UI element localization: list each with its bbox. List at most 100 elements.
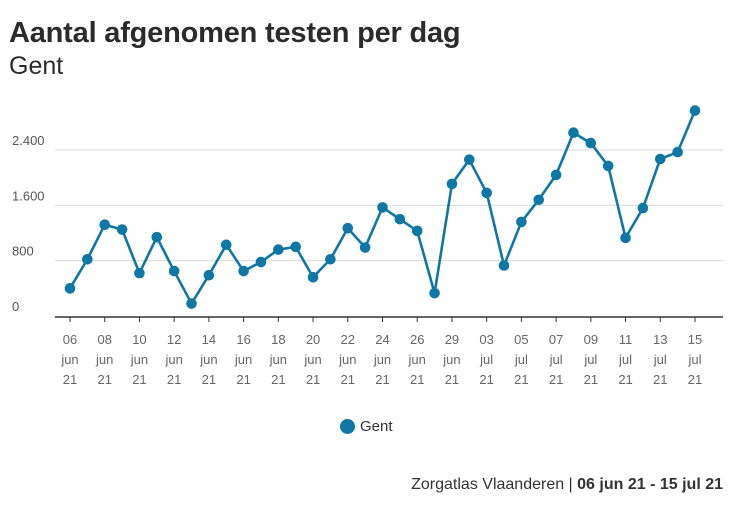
data-point[interactable] [654,153,666,165]
data-point[interactable] [116,224,128,235]
footer-source: Zorgatlas Vlaanderen [411,476,565,493]
x-tick-label: 21 [167,372,181,387]
data-point[interactable] [273,244,284,255]
x-tick-label: jun [199,352,217,367]
footer-period: 06 jun 21 - 15 jul 21 [577,476,723,493]
x-tick-label: jun [269,352,287,367]
data-point[interactable] [325,253,336,265]
x-tick-label: 21 [271,372,285,387]
data-point[interactable] [550,169,562,181]
data-point[interactable] [568,127,579,139]
x-tick-label: 09 [584,332,598,347]
data-point[interactable] [99,219,111,230]
data-point[interactable] [637,202,649,214]
x-tick-label: jun [338,352,356,367]
data-point[interactable] [498,260,510,271]
data-point[interactable] [516,216,527,228]
x-tick-label: 21 [549,372,563,387]
y-tick-label: 0 [12,299,19,314]
data-point[interactable] [394,213,406,225]
x-tick-label: jun [303,352,321,367]
data-point[interactable] [689,105,701,116]
x-tick-label: 05 [514,332,528,347]
x-tick-label: 20 [306,332,320,347]
x-tick-label: jul [653,352,667,367]
data-point[interactable] [359,242,371,253]
data-point[interactable] [255,256,267,268]
x-tick-label: jun [95,352,113,367]
chart-title: Aantal afgenomen testen per dag [9,17,461,49]
legend-label: Gent [360,418,393,435]
x-tick-label: 18 [271,332,285,347]
data-point[interactable] [672,146,683,158]
legend-marker-icon [340,419,355,434]
x-tick-label: 11 [619,332,633,347]
data-point[interactable] [620,232,631,244]
x-tick-label: 16 [236,332,250,347]
y-tick-label: 800 [12,244,34,259]
data-point[interactable] [602,160,614,172]
x-tick-label: jun [60,352,78,367]
x-tick-label: 14 [202,332,216,347]
x-tick-label: jul [479,352,493,367]
data-point[interactable] [82,253,93,265]
data-point[interactable] [168,265,180,277]
data-point[interactable] [203,269,215,281]
data-point[interactable] [220,239,232,251]
data-point[interactable] [186,298,197,309]
x-tick-label: 21 [306,372,320,387]
data-point[interactable] [342,222,354,234]
x-tick-label: 21 [584,372,598,387]
x-tick-label: 21 [63,372,77,387]
data-point[interactable] [429,287,440,299]
x-tick-label: jul [514,352,528,367]
data-point[interactable] [151,231,163,243]
data-point[interactable] [585,137,597,149]
x-tick-label: jun [408,352,426,367]
x-tick-label: 21 [618,372,632,387]
source-footer: Zorgatlas Vlaanderen | 06 jun 21 - 15 ju… [411,476,723,494]
x-tick-label: 21 [653,372,667,387]
series-gent [64,105,701,309]
x-tick-label: jun [164,352,182,367]
data-point[interactable] [64,283,76,294]
data-point[interactable] [377,202,388,213]
x-tick-label: jun [373,352,391,367]
data-point[interactable] [464,154,475,165]
x-tick-label: 24 [375,332,389,347]
x-tick-label: 21 [688,372,702,387]
data-point[interactable] [307,271,319,283]
x-tick-label: jun [130,352,148,367]
grid-lines [55,149,723,262]
x-tick-label: 15 [688,332,702,347]
data-point[interactable] [134,267,145,279]
data-point[interactable] [411,225,423,237]
footer-separator: | [564,476,578,493]
x-tick-label: 08 [97,332,111,347]
x-tick-label: 22 [341,332,355,347]
x-tick-label: 21 [514,372,528,387]
data-point[interactable] [290,241,301,253]
x-tick-label: 21 [410,372,424,387]
x-tick-label: 13 [653,332,667,347]
x-tick-label: jul [687,352,701,367]
x-tick-label: 21 [97,372,111,387]
x-tick-label: 29 [445,332,459,347]
x-tick-label: 10 [132,332,146,347]
x-tick-label: jul [549,352,563,367]
data-point[interactable] [238,265,249,277]
x-tick-label: 21 [375,372,389,387]
data-point[interactable] [446,178,458,190]
x-tick-label: 21 [132,372,146,387]
x-tick-label: 03 [479,332,493,347]
y-axis-ticks: 0 800 1.600 2.400 [12,133,45,314]
data-point[interactable] [533,194,545,206]
x-tick-label: 21 [202,372,216,387]
x-tick-label: jul [618,352,632,367]
data-point[interactable] [481,187,492,199]
x-tick-label: 06 [63,332,77,347]
legend[interactable]: Gent [340,418,393,435]
x-tick-label: 21 [236,372,250,387]
chart-subtitle: Gent [9,52,64,80]
